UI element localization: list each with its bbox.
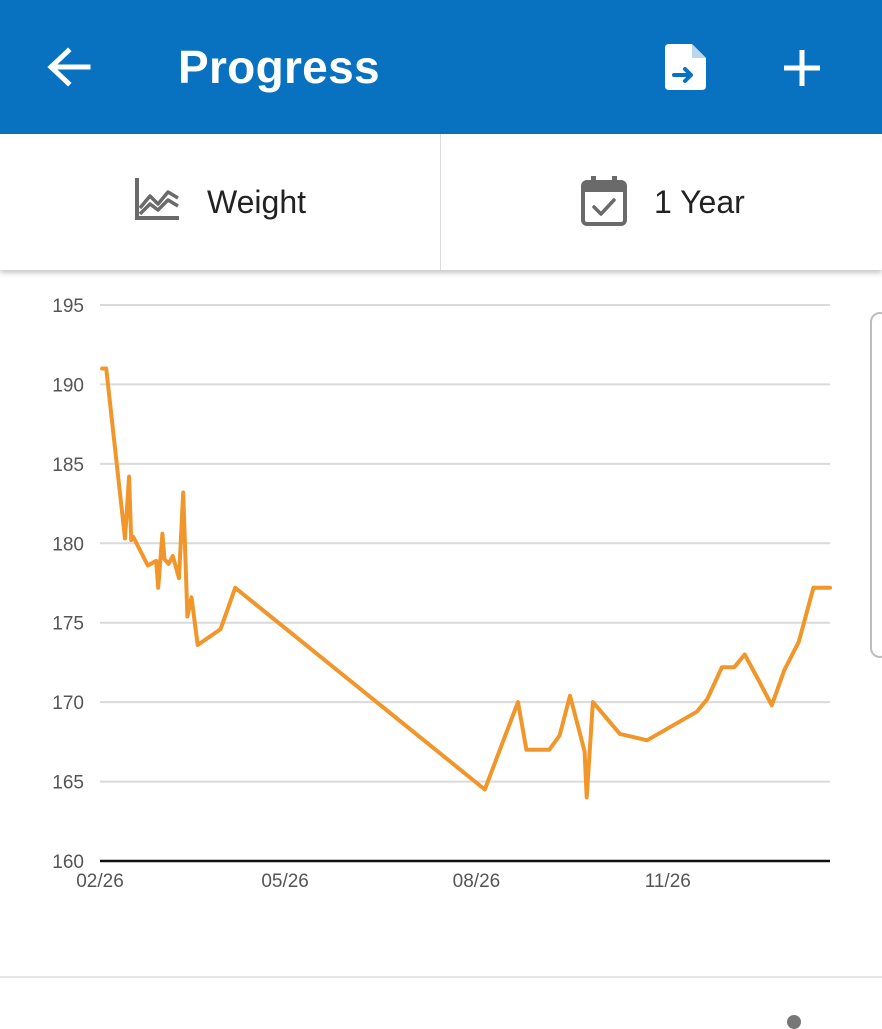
export-button[interactable] (656, 36, 716, 100)
x-tick-label: 05/26 (261, 871, 309, 892)
y-tick-label: 185 (52, 455, 84, 476)
y-tick-label: 175 (52, 614, 84, 635)
page-title: Progress (178, 41, 380, 93)
y-tick-label: 190 (52, 375, 84, 396)
weight-series-line (100, 366, 832, 800)
calendar-check-icon (581, 176, 627, 226)
range-selector[interactable]: 1 Year (441, 134, 881, 270)
selector-bar: Weight 1 Year (0, 134, 882, 270)
file-export-icon (665, 44, 706, 90)
y-tick-label: 160 (52, 852, 84, 873)
bottom-divider (0, 976, 882, 978)
bottom-indicator-icon (787, 1015, 801, 1029)
weight-chart: 160 165 170 175 180 185 190 195 02/26 05/26 08/26 1… (0, 272, 882, 932)
selector-divider (440, 134, 441, 270)
y-tick-label: 195 (52, 296, 84, 317)
add-entry-button[interactable] (770, 36, 834, 100)
y-tick-label: 165 (52, 773, 84, 794)
drawer-handle[interactable] (870, 312, 882, 658)
y-tick-label: 180 (52, 534, 84, 555)
back-button[interactable] (36, 36, 100, 100)
x-tick-label: 11/26 (645, 871, 691, 892)
x-tick-label: 08/26 (453, 871, 501, 892)
plus-icon (784, 50, 820, 86)
y-tick-label: 170 (52, 693, 84, 714)
metric-label: Weight (207, 184, 307, 220)
weight-chart-svg: 160 165 170 175 180 185 190 195 02/26 05/26 08/26 1… (52, 296, 832, 892)
x-tick-label: 02/26 (76, 871, 124, 892)
app-bar: Progress (0, 0, 882, 134)
metric-selector[interactable]: Weight (0, 134, 440, 270)
line-chart-icon (135, 178, 179, 220)
range-label: 1 Year (654, 184, 745, 220)
arrow-left-icon (47, 47, 91, 87)
